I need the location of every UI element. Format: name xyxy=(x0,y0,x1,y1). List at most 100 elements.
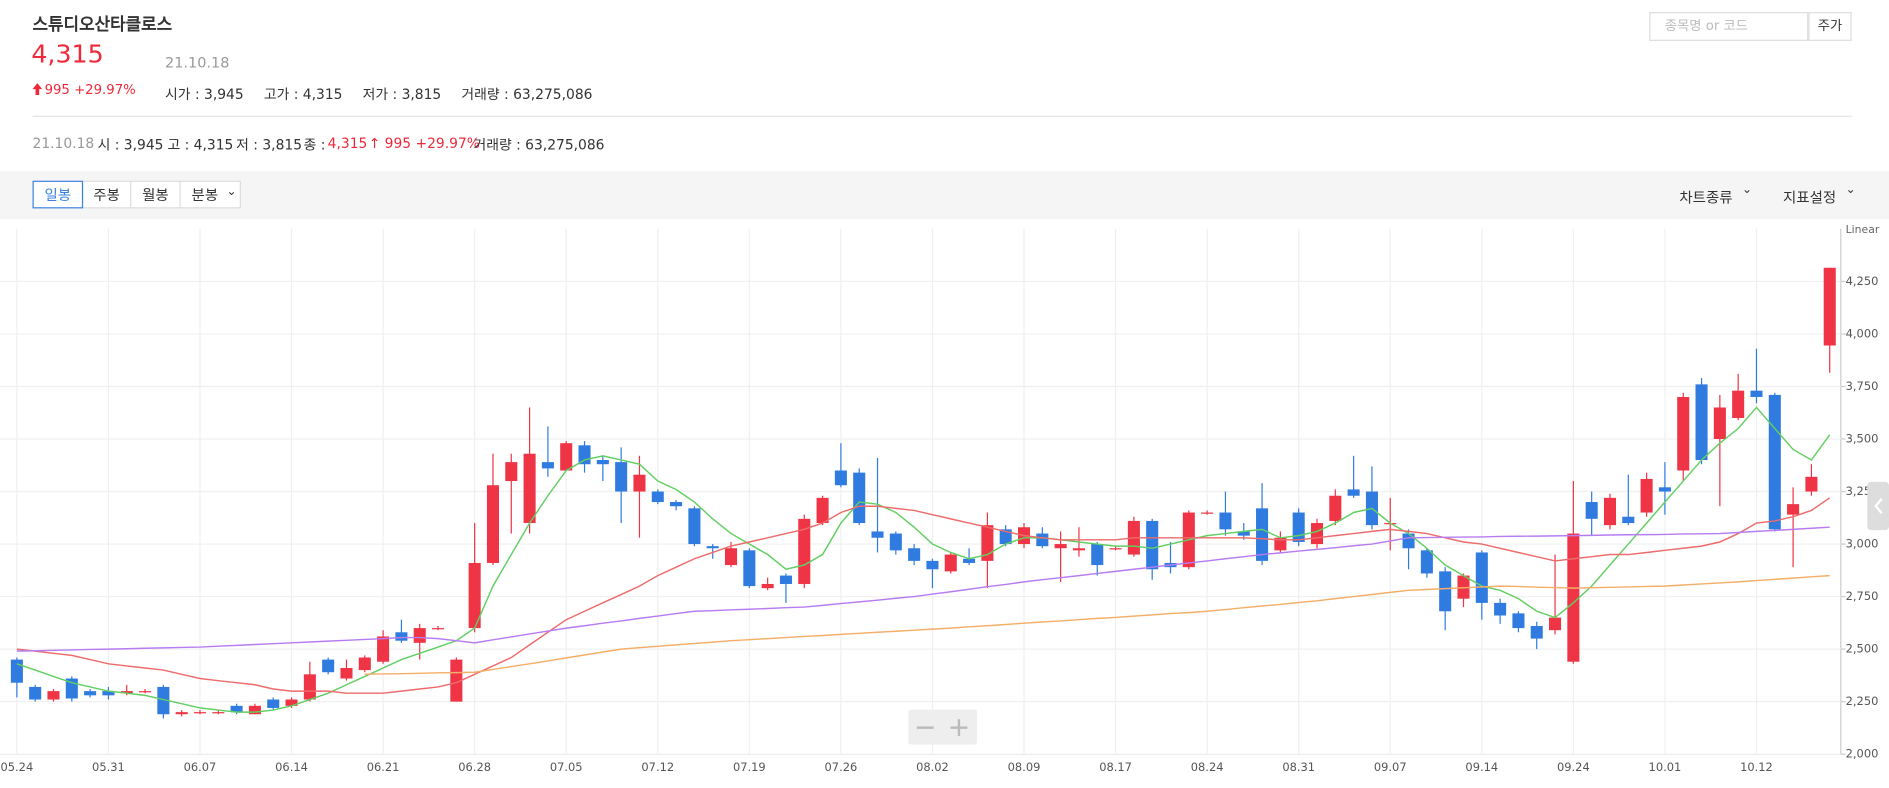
candle-body xyxy=(596,460,609,465)
chart-type-menu[interactable]: 차트종류 xyxy=(1679,189,1733,207)
candle-body xyxy=(1091,544,1104,566)
candle xyxy=(1787,487,1800,568)
search-button[interactable]: 주가 xyxy=(1808,12,1852,41)
candle xyxy=(798,514,811,589)
candle-body xyxy=(1805,476,1818,492)
candle xyxy=(1677,392,1690,482)
candle-body xyxy=(688,508,701,545)
candle-body xyxy=(725,548,738,566)
candle-body xyxy=(1347,489,1360,496)
candle xyxy=(1274,531,1287,553)
candle-body xyxy=(1677,396,1690,471)
candle xyxy=(1219,491,1232,536)
candle-body xyxy=(615,462,628,492)
candle xyxy=(743,548,756,589)
tab[interactable]: 분봉 xyxy=(179,180,241,209)
candle-body xyxy=(1201,512,1214,514)
handle-arrow xyxy=(1874,497,1883,514)
candle xyxy=(981,512,994,589)
candle-body xyxy=(670,502,683,507)
indicator-menu[interactable]: 지표설정 xyxy=(1782,189,1837,207)
candle-body xyxy=(560,443,573,471)
candle-body xyxy=(1402,533,1415,549)
candle xyxy=(1402,529,1415,570)
candle-body xyxy=(157,686,170,715)
candle-body xyxy=(944,554,957,572)
candle xyxy=(157,684,170,719)
candle-body xyxy=(505,462,518,482)
candle xyxy=(963,548,976,566)
candle xyxy=(706,544,719,559)
candle-body xyxy=(486,485,499,563)
summary-volume: 거래량 : 63,275,086 xyxy=(473,136,605,153)
candle xyxy=(84,689,97,698)
tab[interactable]: 월봉 xyxy=(130,180,181,209)
candle-body xyxy=(1146,520,1159,570)
x-tick-label: 07.26 xyxy=(825,760,858,774)
candle xyxy=(1310,518,1324,549)
candle xyxy=(1567,481,1580,664)
summary-close-label: 종 : xyxy=(303,136,326,153)
candle xyxy=(1365,466,1378,530)
x-tick-label: 06.21 xyxy=(367,760,400,774)
search-input[interactable]: 종목명 or 코드 xyxy=(1649,12,1809,41)
candle-body xyxy=(999,529,1012,545)
candle-body xyxy=(1622,516,1635,524)
candle-body xyxy=(1732,390,1745,418)
candle xyxy=(175,710,188,717)
candle-body xyxy=(29,686,42,700)
candle-body xyxy=(212,712,225,714)
y-tick-label: 4,000 xyxy=(1846,326,1879,340)
candle-body xyxy=(633,474,646,492)
candle-body xyxy=(1036,533,1049,547)
candle-body xyxy=(798,518,811,584)
candle-body xyxy=(1329,495,1342,521)
candle xyxy=(486,453,499,566)
candle-body xyxy=(1310,523,1324,545)
y-tick-label: 3,500 xyxy=(1846,432,1879,446)
candle-body xyxy=(322,659,335,673)
candle xyxy=(1713,394,1726,507)
candle xyxy=(1127,516,1140,557)
moving-average-line xyxy=(16,497,1831,694)
tab[interactable]: 일봉 xyxy=(32,180,84,209)
side-handle[interactable] xyxy=(1867,481,1889,531)
candle xyxy=(633,455,646,538)
candle-body xyxy=(285,699,298,706)
candle xyxy=(578,441,591,473)
candle-body xyxy=(340,668,353,679)
candle-body xyxy=(779,575,792,584)
candle-body xyxy=(853,472,866,524)
candle-body xyxy=(981,525,994,561)
candle xyxy=(853,468,866,526)
candle xyxy=(779,573,792,603)
candle xyxy=(1823,267,1836,373)
stat: 시가 : 3,945 xyxy=(165,85,244,103)
y-tick-label: 2,250 xyxy=(1846,694,1879,708)
chart: Linear 2,0002,2502,5002,7503,0003,2503,5… xyxy=(0,223,1889,774)
candle xyxy=(871,457,884,553)
zoom-out[interactable] xyxy=(916,726,934,729)
candle-body xyxy=(889,533,902,551)
y-tick-label: 3,750 xyxy=(1846,379,1879,393)
x-tick-label: 09.14 xyxy=(1465,760,1498,774)
candle-body xyxy=(230,705,243,713)
moving-average-line xyxy=(16,406,1831,713)
candle xyxy=(340,659,353,681)
candle-body xyxy=(1475,552,1488,603)
candle xyxy=(1420,548,1433,578)
candle-body xyxy=(303,674,316,700)
x-tick-label: 08.02 xyxy=(916,760,949,774)
summary-date: 21.10.18 xyxy=(32,134,95,152)
candle-body xyxy=(1512,613,1525,629)
candle xyxy=(596,455,609,482)
handle[interactable] xyxy=(1867,481,1889,531)
candle-body xyxy=(120,691,133,694)
dropdown-icon: ⌄ xyxy=(226,185,237,199)
candle xyxy=(761,577,774,591)
stat: 거래량 : 63,275,086 xyxy=(461,85,593,103)
candle-body xyxy=(1658,487,1671,492)
candle xyxy=(65,676,78,702)
summary-open: 시 : 3,945 xyxy=(97,136,164,153)
tab[interactable]: 주봉 xyxy=(81,180,132,209)
